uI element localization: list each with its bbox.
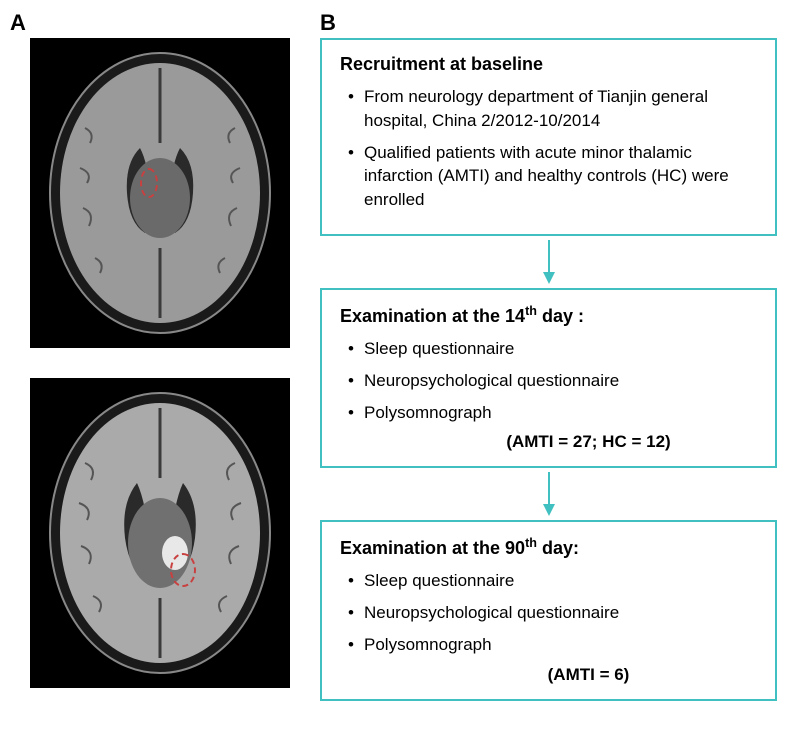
lesion-marker-1: [140, 168, 158, 198]
list-item: Neuropsychological questionnaire: [348, 601, 757, 625]
panel-a-label: A: [10, 10, 300, 36]
list-item: Sleep questionnaire: [348, 337, 757, 361]
flow-box-exam-14: Examination at the 14th day : Sleep ques…: [320, 288, 777, 468]
panel-b-label: B: [320, 10, 777, 36]
mri-image-1: [30, 38, 290, 348]
list-item: Qualified patients with acute minor thal…: [348, 141, 757, 212]
box1-title: Recruitment at baseline: [340, 54, 757, 75]
panel-a: A: [10, 10, 310, 725]
figure-container: A: [0, 0, 787, 735]
box3-result: (AMTI = 6): [340, 665, 757, 685]
box1-list: From neurology department of Tianjin gen…: [340, 85, 757, 212]
brain-outline-1: [45, 48, 275, 338]
box3-title: Examination at the 90th day:: [340, 536, 757, 559]
mri-image-2-container: [30, 378, 300, 688]
brain-outline-2: [45, 388, 275, 678]
box2-title-sup: th: [525, 304, 537, 318]
box3-title-prefix: Examination at the 90: [340, 538, 525, 558]
flow-box-exam-90: Examination at the 90th day: Sleep quest…: [320, 520, 777, 700]
flow-arrow-1: [320, 236, 777, 288]
box2-title: Examination at the 14th day :: [340, 304, 757, 327]
box2-result: (AMTI = 27; HC = 12): [340, 432, 757, 452]
list-item: Polysomnograph: [348, 401, 757, 425]
box3-title-suffix: day:: [537, 538, 579, 558]
mri-image-1-container: [30, 38, 300, 348]
box2-title-suffix: day :: [537, 306, 584, 326]
box3-list: Sleep questionnaire Neuropsychological q…: [340, 569, 757, 656]
box3-title-sup: th: [525, 536, 537, 550]
flow-arrow-2: [320, 468, 777, 520]
box2-title-prefix: Examination at the 14: [340, 306, 525, 326]
panel-b: B Recruitment at baseline From neurology…: [310, 10, 777, 725]
box2-list: Sleep questionnaire Neuropsychological q…: [340, 337, 757, 424]
list-item: Polysomnograph: [348, 633, 757, 657]
list-item: From neurology department of Tianjin gen…: [348, 85, 757, 133]
list-item: Neuropsychological questionnaire: [348, 369, 757, 393]
list-item: Sleep questionnaire: [348, 569, 757, 593]
mri-image-2: [30, 378, 290, 688]
lesion-marker-2: [170, 553, 196, 587]
flow-box-recruitment: Recruitment at baseline From neurology d…: [320, 38, 777, 236]
